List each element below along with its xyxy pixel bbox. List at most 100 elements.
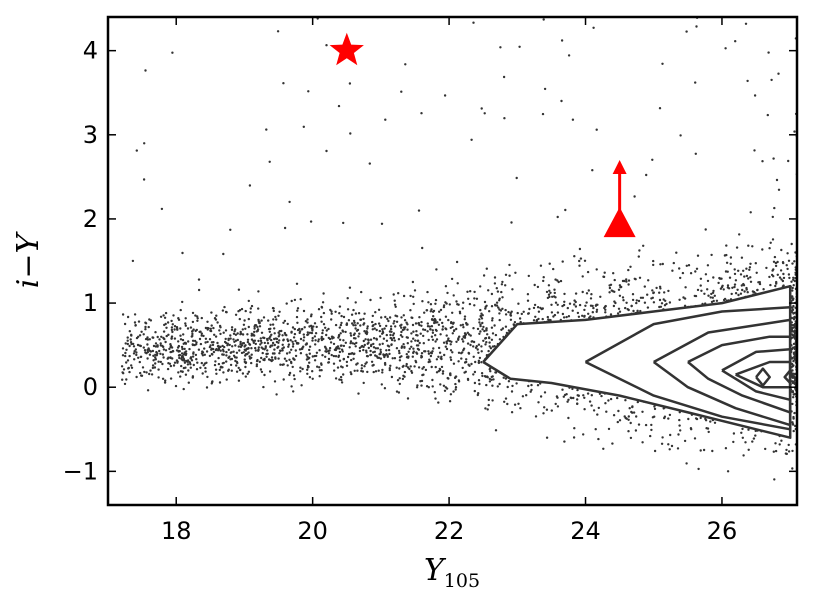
data-point bbox=[127, 366, 130, 370]
data-point bbox=[292, 374, 296, 377]
data-point bbox=[429, 328, 432, 331]
data-point bbox=[764, 447, 767, 451]
data-point bbox=[461, 307, 464, 310]
data-point bbox=[283, 319, 287, 323]
data-point bbox=[729, 256, 733, 259]
data-point bbox=[611, 442, 614, 445]
data-point bbox=[395, 390, 399, 393]
data-point bbox=[192, 351, 195, 354]
data-point bbox=[140, 330, 143, 333]
data-point bbox=[739, 273, 743, 276]
data-point bbox=[401, 377, 405, 381]
data-point bbox=[406, 328, 409, 331]
data-point bbox=[592, 409, 596, 412]
data-point bbox=[689, 272, 693, 275]
data-point bbox=[170, 326, 174, 329]
data-point bbox=[451, 332, 454, 335]
data-point bbox=[553, 288, 556, 291]
data-point bbox=[221, 366, 224, 369]
data-point bbox=[300, 328, 303, 331]
data-point bbox=[348, 346, 351, 349]
data-point bbox=[210, 341, 214, 344]
data-point bbox=[782, 272, 785, 276]
data-point bbox=[609, 313, 613, 316]
data-point bbox=[547, 293, 551, 296]
data-point bbox=[462, 326, 465, 329]
data-point bbox=[486, 376, 489, 379]
data-point bbox=[426, 290, 429, 294]
data-point bbox=[484, 375, 488, 378]
data-point bbox=[772, 268, 775, 271]
data-point bbox=[785, 264, 788, 267]
data-point bbox=[454, 382, 457, 386]
data-point bbox=[182, 387, 185, 391]
data-point bbox=[695, 25, 698, 28]
data-point bbox=[268, 370, 272, 373]
data-point bbox=[308, 352, 311, 355]
data-point bbox=[504, 325, 508, 328]
data-point bbox=[741, 436, 744, 439]
data-point bbox=[761, 248, 764, 251]
data-point bbox=[734, 292, 738, 295]
data-point bbox=[395, 347, 399, 350]
data-point bbox=[793, 372, 796, 376]
data-point bbox=[635, 415, 638, 418]
data-point bbox=[607, 399, 610, 402]
data-point bbox=[678, 298, 681, 301]
data-point bbox=[130, 364, 133, 367]
data-point bbox=[792, 352, 796, 355]
data-point bbox=[126, 315, 130, 319]
data-point bbox=[176, 361, 179, 364]
data-point bbox=[711, 291, 715, 294]
data-point bbox=[308, 345, 312, 348]
data-point bbox=[480, 372, 484, 375]
data-point bbox=[180, 352, 184, 355]
data-point bbox=[621, 296, 625, 299]
data-point bbox=[217, 344, 220, 348]
data-point bbox=[306, 368, 309, 371]
data-point bbox=[585, 301, 588, 304]
data-point bbox=[631, 293, 635, 296]
data-point bbox=[289, 360, 293, 364]
data-point bbox=[342, 221, 345, 225]
data-point bbox=[309, 220, 313, 223]
data-point bbox=[595, 268, 598, 271]
data-point bbox=[577, 315, 581, 318]
data-point bbox=[123, 382, 127, 386]
data-point bbox=[624, 306, 627, 310]
data-point bbox=[346, 308, 350, 311]
data-point bbox=[327, 327, 330, 331]
data-point bbox=[273, 352, 276, 355]
x-axis-label-main: Y bbox=[424, 553, 447, 588]
data-point bbox=[685, 462, 688, 465]
data-point bbox=[216, 321, 219, 324]
data-point bbox=[430, 308, 433, 311]
data-point bbox=[780, 248, 783, 252]
data-point bbox=[791, 289, 794, 292]
data-point bbox=[318, 349, 321, 352]
data-point bbox=[161, 377, 165, 380]
data-point bbox=[272, 307, 275, 310]
data-point bbox=[379, 348, 382, 351]
data-point bbox=[257, 320, 260, 323]
data-point bbox=[729, 262, 732, 265]
data-point bbox=[166, 367, 170, 371]
data-point bbox=[644, 423, 648, 427]
data-point bbox=[409, 294, 412, 298]
data-point bbox=[203, 353, 206, 356]
data-point bbox=[525, 394, 528, 397]
data-point bbox=[448, 400, 452, 403]
data-point bbox=[241, 342, 245, 345]
data-point bbox=[223, 305, 226, 309]
data-point bbox=[268, 330, 271, 333]
data-point bbox=[404, 63, 407, 66]
data-point bbox=[439, 333, 442, 336]
data-point bbox=[632, 411, 636, 414]
data-point bbox=[452, 321, 455, 324]
data-point bbox=[447, 318, 450, 322]
data-point bbox=[415, 344, 419, 347]
data-point bbox=[530, 383, 533, 387]
data-point bbox=[204, 337, 208, 340]
data-point bbox=[734, 40, 737, 43]
data-point bbox=[333, 348, 337, 351]
